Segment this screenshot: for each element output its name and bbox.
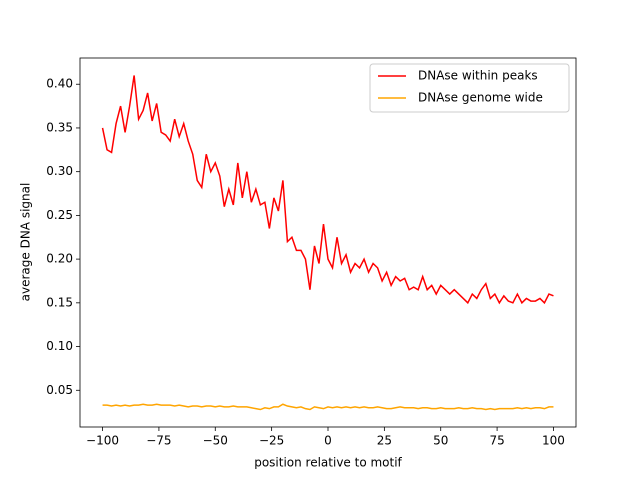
x-tick-label: 25 — [377, 434, 392, 448]
legend-label: DNAse genome wide — [418, 91, 543, 105]
data-line — [102, 403, 554, 411]
y-tick-label: 0.25 — [46, 208, 73, 222]
y-tick-label: 0.30 — [46, 164, 73, 178]
y-tick-label: 0.35 — [46, 120, 73, 134]
y-tick-label: 0.05 — [46, 383, 73, 397]
x-tick-label: −100 — [86, 434, 119, 448]
x-tick-label: −25 — [259, 434, 284, 448]
x-tick-label: 100 — [542, 434, 565, 448]
x-tick-label: −75 — [146, 434, 171, 448]
y-axis-label: average DNA signal — [19, 183, 33, 302]
x-tick-label: 0 — [324, 434, 332, 448]
y-tick-label: 0.15 — [46, 295, 73, 309]
y-tick-label: 0.40 — [46, 77, 73, 91]
y-tick-label: 0.20 — [46, 252, 73, 266]
data-line — [101, 75, 554, 305]
y-tick-label: 0.10 — [46, 339, 73, 353]
x-tick-label: −50 — [203, 434, 228, 448]
x-tick-label: 50 — [433, 434, 448, 448]
x-tick-label: 75 — [489, 434, 504, 448]
legend-box — [369, 63, 570, 113]
x-axis-label: position relative to motif — [254, 456, 402, 470]
legend-label: DNAse within peaks — [418, 69, 538, 83]
